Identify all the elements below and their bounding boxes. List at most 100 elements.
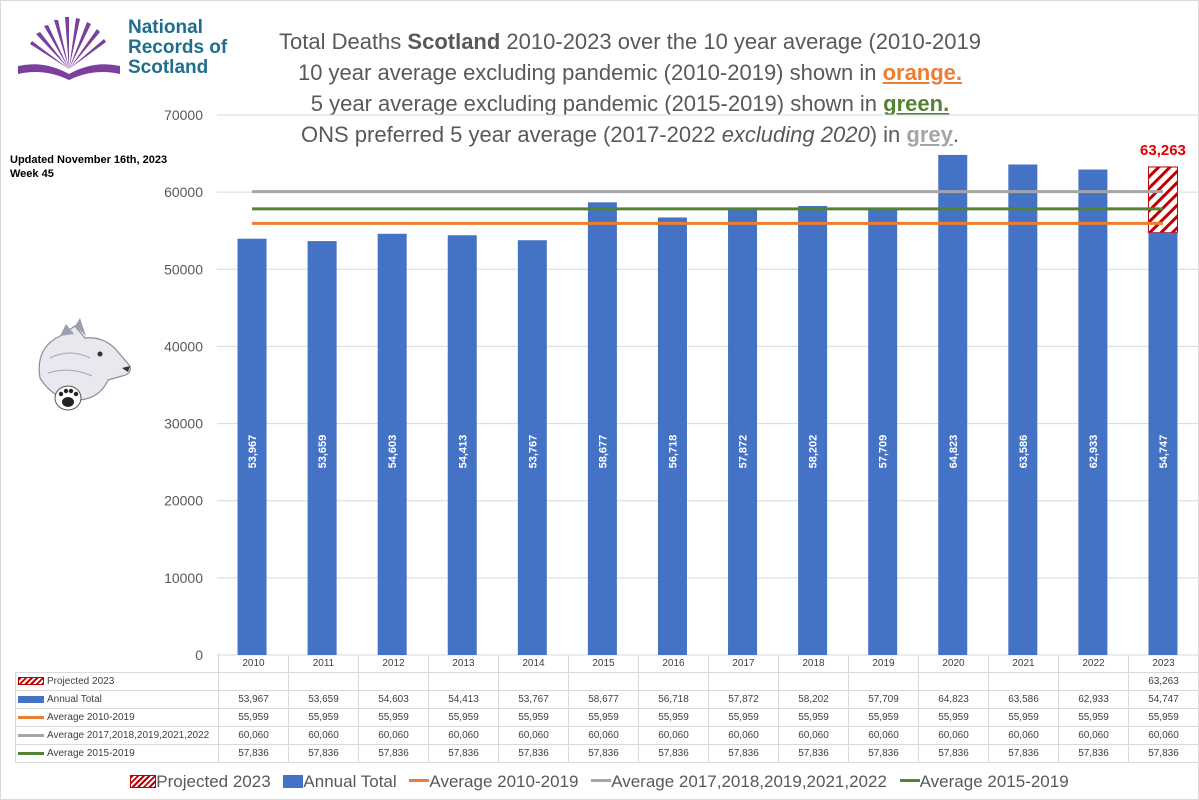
table-cell: 57,836 bbox=[497, 744, 569, 763]
projected-bar bbox=[1147, 166, 1178, 234]
x-tick-label: 2015 bbox=[567, 655, 639, 673]
annual-bar bbox=[1008, 164, 1038, 655]
y-tick-label: 50000 bbox=[164, 261, 203, 277]
table-cell: 57,836 bbox=[777, 744, 849, 763]
annual-bar bbox=[657, 217, 687, 656]
bar-data-label: 54,413 bbox=[457, 435, 469, 469]
table-cell: 60,060 bbox=[987, 726, 1059, 745]
legend-line-swatch bbox=[409, 779, 430, 782]
table-cell: 57,836 bbox=[427, 744, 499, 763]
table-cell: 60,060 bbox=[567, 726, 639, 745]
legend-item-avg-2010-2019: Average 2010-2019 bbox=[409, 772, 578, 792]
y-tick-label: 20000 bbox=[164, 493, 203, 509]
table-row-label: Average 2010-2019 bbox=[15, 708, 219, 727]
table-cell: 55,959 bbox=[637, 708, 709, 727]
y-tick-label: 10000 bbox=[164, 570, 203, 586]
table-cell: 60,060 bbox=[847, 726, 919, 745]
logo-line-2: Records of bbox=[128, 37, 228, 58]
updated-date: Updated November 16th, 2023 bbox=[10, 154, 168, 166]
bar-data-label: 62,933 bbox=[1088, 435, 1100, 469]
annual-bar bbox=[447, 235, 477, 656]
annual-bar bbox=[307, 241, 337, 655]
table-cell bbox=[497, 672, 569, 691]
table-row-label: Average 2015-2019 bbox=[15, 744, 219, 763]
table-cell: 60,060 bbox=[637, 726, 709, 745]
updated-week: Week 45 bbox=[10, 168, 54, 180]
bar-data-label: 63,586 bbox=[1018, 435, 1030, 469]
table-cell bbox=[1057, 672, 1129, 691]
table-cell: 63,263 bbox=[1127, 672, 1199, 691]
title-line-1: Total Deaths Scotland 2010-2023 over the… bbox=[279, 29, 981, 54]
bar-data-label: 53,967 bbox=[247, 435, 259, 469]
x-tick-label: 2017 bbox=[707, 655, 779, 673]
bar-data-label: 57,709 bbox=[878, 435, 890, 469]
annual-bar bbox=[517, 240, 547, 655]
table-cell: 55,959 bbox=[567, 708, 639, 727]
table-cell: 58,677 bbox=[567, 690, 639, 709]
table-cell bbox=[987, 672, 1059, 691]
annual-bar bbox=[1148, 232, 1178, 655]
title-line-2: 10 year average excluding pandemic (2010… bbox=[297, 60, 963, 85]
table-row: Average 2017,2018,2019,2021,2022 60,060 60… bbox=[15, 726, 1199, 745]
series-name: Annual Total bbox=[47, 694, 102, 705]
x-tick-label: 2021 bbox=[987, 655, 1059, 673]
x-tick-label: 2023 bbox=[1127, 655, 1199, 673]
table-cell: 57,836 bbox=[847, 744, 919, 763]
table-cell: 54,747 bbox=[1127, 690, 1199, 709]
legend-item-annual: Annual Total bbox=[283, 772, 397, 792]
data-table: 2010 2011 2012 2013 2014 2015 2016 2017 2018 2019… bbox=[15, 655, 1199, 763]
bar-data-label: 54,747 bbox=[1158, 435, 1170, 469]
title-line-4: ONS preferred 5 year average (2017-2022 … bbox=[301, 122, 959, 147]
table-cell bbox=[287, 672, 359, 691]
chart-legend: Projected 2023 Annual Total Average 2010… bbox=[0, 772, 1199, 792]
table-cell: 60,060 bbox=[917, 726, 989, 745]
table-cell: 55,959 bbox=[497, 708, 569, 727]
table-cell: 55,959 bbox=[777, 708, 849, 727]
table-cell: 60,060 bbox=[287, 726, 359, 745]
x-tick-label: 2014 bbox=[497, 655, 569, 673]
legend-line-swatch bbox=[591, 779, 612, 782]
annual-bar bbox=[938, 154, 968, 655]
y-tick-label: 0 bbox=[195, 647, 203, 663]
series-swatch bbox=[18, 733, 44, 737]
table-header-row: 2010 2011 2012 2013 2014 2015 2016 2017 2018 2019… bbox=[16, 655, 1199, 673]
series-name: Average 2017,2018,2019,2021,2022 bbox=[47, 730, 210, 741]
y-tick-label: 70000 bbox=[164, 107, 203, 123]
table-cell: 55,959 bbox=[847, 708, 919, 727]
table-cell bbox=[917, 672, 989, 691]
annual-bar bbox=[1078, 169, 1108, 656]
x-tick-label: 2011 bbox=[287, 655, 359, 673]
x-tick-label: 2016 bbox=[637, 655, 709, 673]
table-cell: 57,836 bbox=[917, 744, 989, 763]
table-row-label: Projected 2023 bbox=[15, 672, 219, 691]
bar-data-label: 53,767 bbox=[527, 435, 539, 469]
series-swatch bbox=[18, 715, 44, 719]
table-cell: 57,836 bbox=[987, 744, 1059, 763]
bar-data-label: 56,718 bbox=[667, 435, 679, 469]
table-cell: 57,836 bbox=[637, 744, 709, 763]
legend-item-avg-ons: Average 2017,2018,2019,2021,2022 bbox=[591, 772, 887, 792]
series-name: Projected 2023 bbox=[47, 676, 115, 687]
legend-item-projected: Projected 2023 bbox=[130, 772, 271, 792]
table-cell: 60,060 bbox=[357, 726, 429, 745]
y-tick-label: 30000 bbox=[164, 416, 203, 432]
annual-bar bbox=[237, 238, 267, 655]
table-cell: 55,959 bbox=[357, 708, 429, 727]
annual-bar bbox=[868, 209, 898, 655]
table-cell: 60,060 bbox=[427, 726, 499, 745]
logo-line-3: Scotland bbox=[128, 57, 209, 78]
chart-title: Total Deaths Scotland 2010-2023 over the… bbox=[230, 26, 1030, 150]
series-name: Average 2015-2019 bbox=[47, 748, 135, 759]
table-cell: 60,060 bbox=[1057, 726, 1129, 745]
table-cell: 55,959 bbox=[427, 708, 499, 727]
projected-data-label: 63,263 bbox=[1140, 142, 1186, 159]
x-tick-label: 2010 bbox=[217, 655, 289, 673]
table-cell: 55,959 bbox=[1127, 708, 1199, 727]
table-cell: 54,603 bbox=[357, 690, 429, 709]
annual-bar bbox=[377, 233, 407, 655]
legend-line-swatch bbox=[899, 779, 920, 782]
bar-data-label: 53,659 bbox=[317, 435, 329, 469]
y-tick-label: 40000 bbox=[164, 338, 203, 354]
table-cell: 57,836 bbox=[567, 744, 639, 763]
